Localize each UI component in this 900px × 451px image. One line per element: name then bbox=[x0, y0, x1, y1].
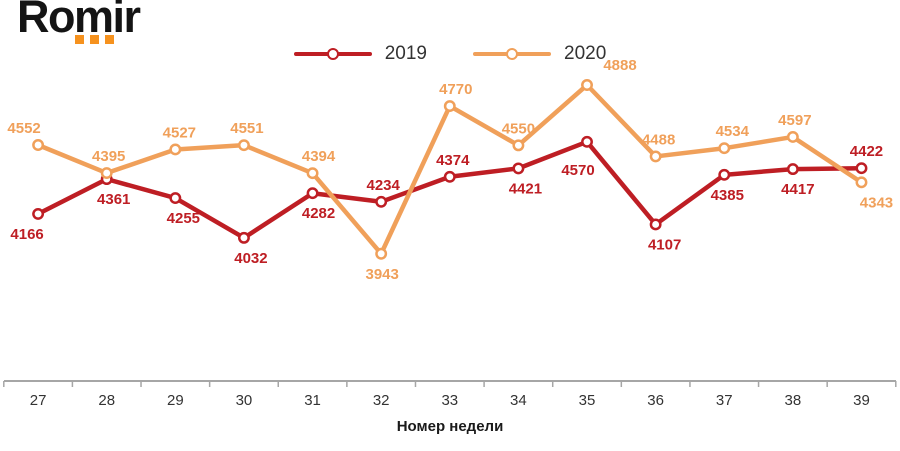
data-point-2020-week33 bbox=[443, 100, 456, 113]
logo-square bbox=[105, 34, 114, 44]
chart-legend: 2019 2020 bbox=[0, 43, 900, 65]
x-axis-tick-label: 30 bbox=[236, 392, 253, 409]
data-label-2019-week38: 4417 bbox=[781, 181, 814, 198]
data-label-2019-week29: 4255 bbox=[167, 210, 200, 227]
x-axis-tick-label: 36 bbox=[647, 392, 664, 409]
data-point-2020-week37 bbox=[718, 142, 731, 155]
data-point-2020-week29 bbox=[169, 143, 182, 156]
data-point-2020-week31 bbox=[306, 167, 319, 180]
logo-square bbox=[90, 34, 99, 44]
legend-line-swatch-2019 bbox=[293, 48, 372, 60]
data-point-2019-week27 bbox=[32, 207, 45, 220]
data-label-2019-week27: 4166 bbox=[10, 226, 43, 243]
data-label-2020-week33: 4770 bbox=[439, 81, 472, 98]
x-axis-tick-label: 37 bbox=[716, 392, 733, 409]
logo-square bbox=[75, 34, 84, 44]
romir-logo-squares bbox=[75, 34, 140, 44]
data-label-2020-week27: 4552 bbox=[7, 120, 40, 137]
legend-label-2020: 2020 bbox=[564, 43, 607, 64]
data-label-2019-week39: 4422 bbox=[850, 143, 883, 160]
data-point-2019-week39 bbox=[855, 162, 868, 175]
data-point-2020-week34 bbox=[512, 139, 525, 152]
data-label-2019-week30: 4032 bbox=[234, 250, 267, 267]
x-axis-tick-label: 38 bbox=[785, 392, 802, 409]
data-label-2020-week30: 4551 bbox=[230, 120, 263, 137]
data-point-2019-week31 bbox=[306, 187, 319, 200]
data-point-2020-week28 bbox=[100, 167, 113, 179]
data-point-2019-week29 bbox=[169, 192, 182, 204]
data-point-2019-week33 bbox=[443, 170, 456, 183]
data-point-2019-week37 bbox=[718, 168, 731, 181]
data-point-2019-week32 bbox=[375, 195, 388, 208]
data-label-2020-week29: 4527 bbox=[163, 124, 196, 141]
data-point-2019-week35 bbox=[581, 135, 593, 148]
romir-logo-text: Romir bbox=[17, 0, 141, 42]
data-label-2020-week37: 4534 bbox=[716, 123, 750, 140]
x-axis-title: Номер недели bbox=[397, 418, 504, 435]
data-label-2020-week38: 4597 bbox=[778, 112, 811, 129]
data-label-2019-week37: 4385 bbox=[711, 187, 744, 204]
data-label-2019-week35: 4570 bbox=[561, 162, 594, 179]
x-axis-tick-label: 29 bbox=[167, 392, 184, 409]
x-axis-tick-label: 34 bbox=[510, 392, 527, 409]
romir-logo: Romir bbox=[17, 0, 141, 44]
data-label-2020-week32: 3943 bbox=[365, 266, 398, 283]
data-point-2020-week35 bbox=[581, 79, 593, 91]
x-axis-tick-label: 28 bbox=[98, 392, 115, 409]
legend-item-2019: 2019 bbox=[293, 43, 427, 65]
data-point-2020-week39 bbox=[855, 176, 868, 189]
data-label-2019-week32: 4234 bbox=[366, 177, 400, 194]
x-axis-tick-label: 27 bbox=[30, 392, 47, 409]
data-point-2020-week36 bbox=[649, 150, 662, 163]
data-point-2020-week27 bbox=[32, 139, 45, 151]
data-point-2020-week30 bbox=[237, 139, 250, 152]
x-axis-tick-label: 35 bbox=[579, 392, 596, 409]
data-label-2019-week33: 4374 bbox=[436, 152, 470, 169]
data-point-2019-week36 bbox=[649, 218, 662, 231]
x-axis-tick-label: 39 bbox=[853, 392, 870, 409]
data-label-2020-week35: 4888 bbox=[603, 57, 636, 74]
data-label-2020-week28: 4395 bbox=[92, 148, 125, 165]
x-axis-tick-label: 31 bbox=[304, 392, 321, 409]
legend-circle-marker-2020 bbox=[506, 48, 518, 60]
data-point-2019-week30 bbox=[237, 231, 250, 244]
legend-circle-marker-2019 bbox=[326, 48, 339, 60]
legend-line-swatch-2020 bbox=[473, 48, 551, 60]
data-label-2020-week36: 4488 bbox=[642, 131, 675, 148]
data-label-2019-week34: 4421 bbox=[509, 180, 542, 197]
data-label-2019-week36: 4107 bbox=[648, 236, 681, 253]
data-point-2019-week34 bbox=[512, 162, 525, 175]
data-point-2020-week38 bbox=[786, 131, 799, 143]
data-label-2020-week39: 4343 bbox=[860, 194, 893, 211]
legend-label-2019: 2019 bbox=[384, 43, 427, 64]
data-label-2019-week31: 4282 bbox=[302, 205, 335, 222]
x-axis-tick-label: 32 bbox=[373, 392, 390, 409]
legend-item-2020: 2020 bbox=[473, 43, 606, 65]
data-label-2020-week31: 4394 bbox=[302, 148, 336, 165]
data-point-2019-week38 bbox=[786, 163, 799, 176]
x-axis-tick-label: 33 bbox=[441, 392, 458, 409]
data-label-2020-week34: 4550 bbox=[502, 120, 535, 137]
data-point-2020-week32 bbox=[375, 247, 388, 260]
data-label-2019-week28: 4361 bbox=[97, 191, 130, 208]
